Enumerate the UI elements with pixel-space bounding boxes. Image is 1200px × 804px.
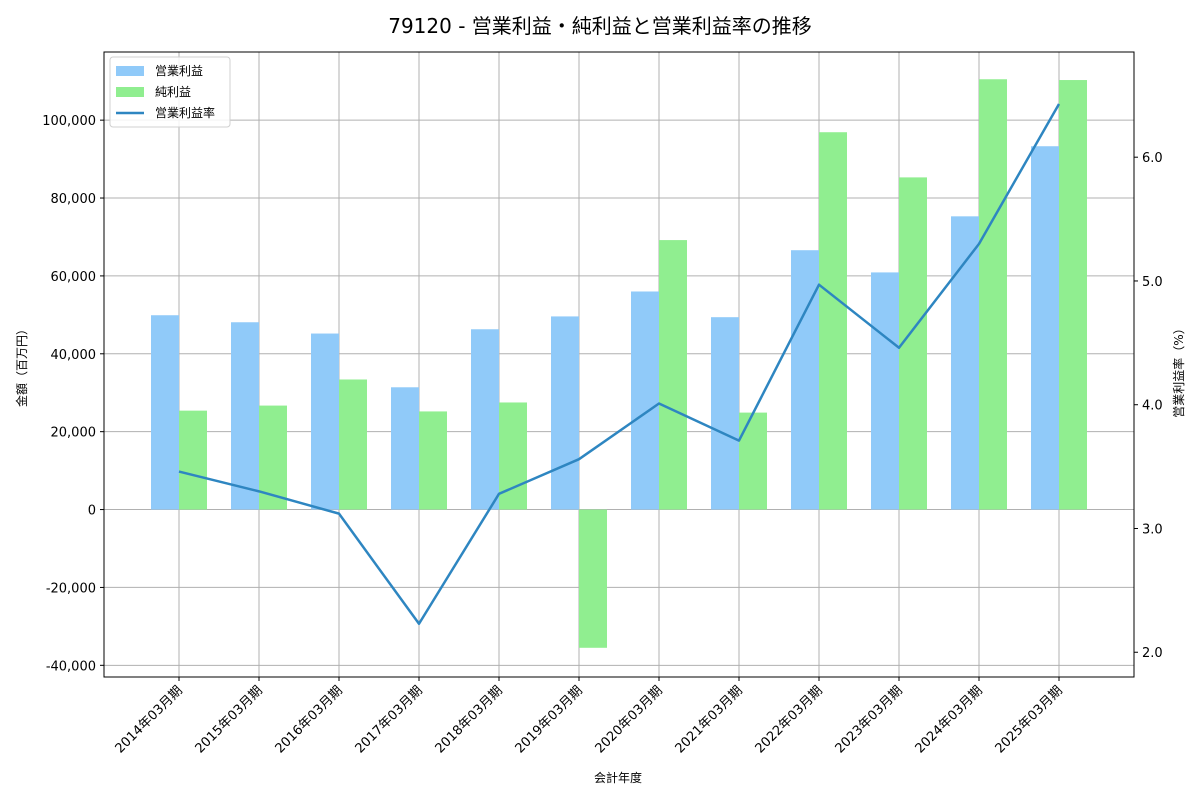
- margin-line: [178, 103, 1061, 626]
- y-tick-label: 60,000: [51, 270, 97, 285]
- y-tick-label: 20,000: [51, 426, 97, 441]
- y-tick-label: 0: [88, 504, 96, 519]
- x-tick-label: 2016年03月期: [273, 683, 346, 756]
- x-tick-label: 2021年03月期: [673, 683, 746, 756]
- bar-operating-profit: [151, 315, 179, 510]
- x-tick-label: 2018年03月期: [433, 683, 506, 756]
- x-tick-label: 2019年03月期: [513, 683, 586, 756]
- bar-net-profit: [579, 509, 607, 648]
- chart-title: 79120 - 営業利益・純利益と営業利益率の推移: [388, 14, 812, 38]
- bar-operating-profit: [231, 322, 259, 510]
- bar-net-profit: [819, 132, 847, 510]
- y2-tick-label: 6.0: [1142, 151, 1163, 166]
- y2-tick-label: 4.0: [1142, 399, 1163, 414]
- legend-swatch: [116, 87, 144, 97]
- bar-operating-profit: [391, 387, 419, 510]
- plot-frame: [103, 51, 1135, 678]
- bar-net-profit: [419, 411, 447, 510]
- bar-net-profit: [179, 410, 207, 510]
- bar-net-profit: [739, 412, 767, 510]
- y2-tick-label: 3.0: [1142, 522, 1163, 537]
- y2-axis-label: 営業利益率（%）: [1171, 322, 1186, 417]
- y-tick-label: -20,000: [46, 581, 96, 596]
- x-tick-label: 2020年03月期: [593, 683, 666, 756]
- y-axis-label: 金額（百万円）: [14, 323, 29, 407]
- y-tick-label: 80,000: [51, 192, 97, 207]
- bar-operating-profit: [951, 216, 979, 510]
- y-tick-label: 100,000: [42, 114, 96, 129]
- legend-label: 営業利益: [155, 64, 203, 78]
- bar-operating-profit: [631, 291, 659, 510]
- y-axis-right: 2.0 3.0 4.0 5.0 6.0: [1134, 151, 1163, 661]
- x-tick-label: 2015年03月期: [193, 683, 266, 756]
- y-tick-label: -40,000: [46, 659, 96, 674]
- legend-label: 営業利益率: [155, 105, 215, 120]
- bar-net-profit: [979, 79, 1007, 510]
- bar-operating-profit: [471, 329, 499, 510]
- bar-operating-profit: [871, 272, 899, 510]
- bar-net-profit: [499, 402, 527, 510]
- x-tick-label: 2024年03月期: [913, 683, 986, 756]
- y-axis-left: -40,000 -20,000 0 20,000 40,000 60,000 80,000 1…: [42, 114, 104, 674]
- x-tick-label: 2022年03月期: [753, 683, 826, 756]
- bars: [151, 79, 1087, 648]
- bar-net-profit: [1059, 80, 1087, 510]
- y2-tick-label: 5.0: [1142, 275, 1163, 290]
- x-tick-label: 2014年03月期: [113, 683, 186, 756]
- y2-tick-label: 2.0: [1142, 646, 1163, 661]
- bar-operating-profit: [1031, 146, 1059, 510]
- bar-net-profit: [659, 240, 687, 510]
- line-operating-margin: [178, 103, 1061, 626]
- bar-operating-profit: [791, 250, 819, 510]
- x-tick-label: 2025年03月期: [993, 683, 1066, 756]
- bar-operating-profit: [711, 317, 739, 510]
- x-tick-label: 2023年03月期: [833, 683, 906, 756]
- legend-swatch: [116, 66, 144, 76]
- bar-operating-profit: [311, 333, 339, 510]
- y-tick-label: 40,000: [51, 348, 97, 363]
- legend-label: 純利益: [155, 85, 191, 99]
- x-tick-label: 2017年03月期: [353, 683, 426, 756]
- x-axis-label: 会計年度: [594, 770, 642, 785]
- x-axis: 2014年03月期 2015年03月期 2016年03月期 2017年03月期 2018…: [113, 677, 1066, 757]
- bar-operating-profit: [551, 316, 579, 510]
- bar-net-profit: [339, 379, 367, 510]
